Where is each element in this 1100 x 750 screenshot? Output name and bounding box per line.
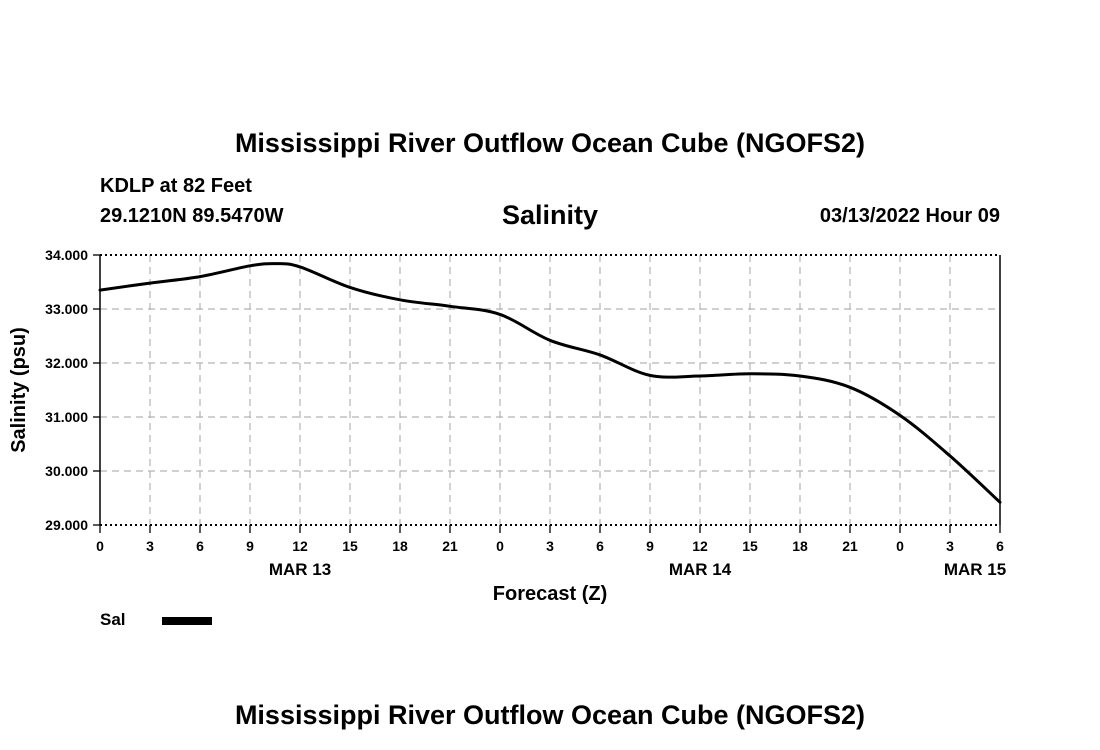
- x-axis-label: Forecast (Z): [493, 583, 607, 605]
- x-tick-label: 3: [146, 538, 154, 554]
- x-tick-label: 0: [496, 538, 504, 554]
- legend-label: Sal: [100, 610, 126, 629]
- x-tick-label: 3: [546, 538, 554, 554]
- y-tick-label: 31.000: [45, 409, 88, 425]
- x-tick-label: 0: [896, 538, 904, 554]
- grid-lines: [100, 255, 1000, 525]
- x-tick-label: 12: [692, 538, 708, 554]
- x-tick-label: 18: [792, 538, 808, 554]
- x-tick-label: 15: [742, 538, 758, 554]
- salinity-chart: 29.000 30.000 31.000 32.000 33.000 34.000 0 3 6…: [8, 247, 1006, 629]
- y-tick-label: 30.000: [45, 463, 88, 479]
- x-tick-label: 15: [342, 538, 358, 554]
- x-tick-label: 9: [646, 538, 654, 554]
- x-tick-label: 9: [246, 538, 254, 554]
- date-label: MAR 13: [269, 560, 331, 579]
- date-label: MAR 14: [669, 560, 732, 579]
- x-tick-label: 12: [292, 538, 308, 554]
- page-title: Mississippi River Outflow Ocean Cube (NG…: [234, 128, 866, 158]
- x-tick-label: 3: [946, 538, 954, 554]
- forecast-timestamp: 03/13/2022 Hour 09: [819, 205, 1000, 227]
- x-tick-label: 21: [842, 538, 858, 554]
- x-tick-label: 0: [96, 538, 104, 554]
- y-tick-label: 32.000: [45, 355, 88, 371]
- x-axis-date-labels: MAR 13 MAR 14 MAR 15: [269, 560, 1006, 579]
- x-tick-label: 21: [442, 538, 458, 554]
- station-coordinates: 29.1210N 89.5470W: [100, 205, 284, 227]
- y-tick-label: 29.000: [45, 517, 88, 533]
- y-axis-label: Salinity (psu): [8, 327, 30, 453]
- x-tick-label: 18: [392, 538, 408, 554]
- x-tick-label: 6: [196, 538, 204, 554]
- station-label: KDLP at 82 Feet: [100, 175, 252, 197]
- legend-swatch: [162, 617, 212, 625]
- y-axis-ticks: 29.000 30.000 31.000 32.000 33.000 34.000: [45, 247, 100, 533]
- series-group: [98, 262, 1002, 504]
- x-axis-ticks: 0 3 6 9 12 15 18 21 0 3 6 9 12 15 18 21 0 3 6: [96, 525, 1004, 554]
- chart-title: Salinity: [501, 200, 599, 230]
- footer-title: Mississippi River Outflow Ocean Cube (NG…: [234, 700, 866, 730]
- y-tick-label: 33.000: [45, 301, 88, 317]
- x-tick-label: 6: [996, 538, 1004, 554]
- x-tick-label: 6: [596, 538, 604, 554]
- date-label: MAR 15: [944, 560, 1006, 579]
- y-tick-label: 34.000: [45, 247, 88, 263]
- series-line-sal: [98, 262, 1002, 504]
